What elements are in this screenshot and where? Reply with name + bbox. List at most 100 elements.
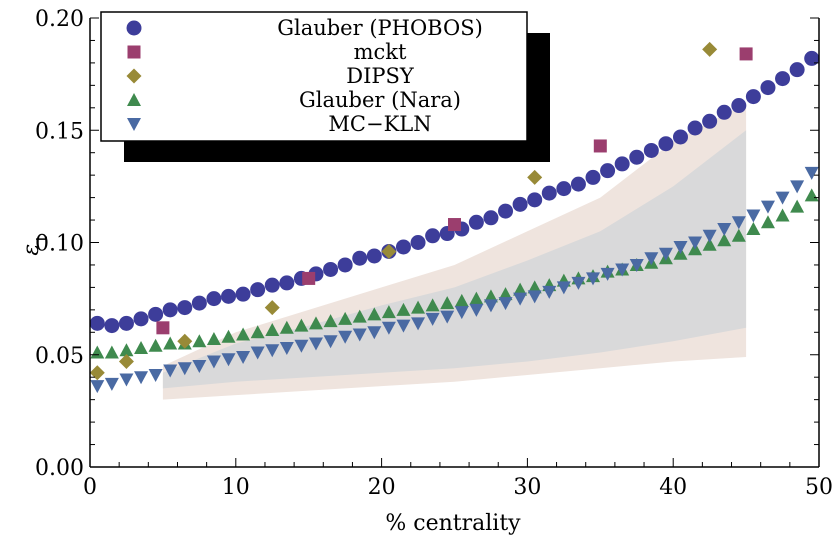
y-tick-label: 0.00 — [35, 456, 84, 481]
data-point — [381, 243, 397, 259]
series-4 — [90, 166, 819, 394]
data-point — [264, 300, 280, 316]
y-tick-label: 0.15 — [35, 119, 84, 144]
data-point — [104, 345, 119, 359]
data-point — [702, 237, 717, 251]
data-point — [236, 350, 251, 364]
data-point — [236, 327, 251, 341]
data-point — [804, 50, 820, 66]
data-point — [760, 200, 775, 214]
data-point — [425, 298, 440, 312]
data-point — [571, 276, 586, 290]
legend-label-4: MC−KLN — [328, 112, 431, 136]
data-point — [89, 365, 105, 381]
data-point — [585, 169, 601, 185]
legend-marker-2 — [126, 68, 142, 84]
data-point — [323, 335, 338, 349]
data-point — [381, 305, 396, 319]
data-point — [672, 129, 688, 145]
legend-marker-4 — [127, 118, 141, 131]
data-point — [702, 113, 718, 129]
data-point — [367, 326, 382, 340]
data-point — [104, 377, 119, 391]
data-point — [279, 320, 294, 334]
data-point — [702, 229, 717, 243]
data-point — [118, 353, 134, 369]
data-point — [134, 341, 149, 355]
data-point — [483, 210, 499, 226]
data-point — [775, 191, 790, 205]
data-point — [739, 47, 753, 61]
y-axis-ticks: 0.00 0.05 0.10 0.15 0.20 — [35, 7, 819, 481]
data-point — [775, 71, 791, 87]
data-point — [658, 247, 673, 261]
x-tick-label: 50 — [805, 475, 833, 500]
data-point — [162, 302, 178, 318]
data-point — [221, 329, 236, 343]
data-point — [513, 292, 528, 306]
data-point — [600, 267, 615, 281]
data-point — [206, 355, 221, 369]
data-point — [615, 263, 630, 277]
x-tick-label: 40 — [659, 475, 687, 500]
data-point — [731, 98, 747, 114]
data-point — [250, 325, 265, 339]
data-point — [119, 343, 134, 357]
uncertainty-bands — [162, 103, 747, 400]
data-point — [302, 271, 316, 285]
data-point — [468, 214, 484, 230]
legend-label-1: mckt — [354, 40, 407, 64]
data-point — [177, 300, 193, 316]
x-tick-label: 0 — [83, 475, 97, 500]
data-point — [163, 336, 178, 350]
data-point — [119, 373, 134, 387]
data-point — [556, 281, 571, 295]
data-point — [323, 261, 339, 277]
data-point — [250, 282, 266, 298]
data-point — [90, 345, 105, 359]
data-point — [688, 236, 703, 250]
data-point — [629, 149, 645, 165]
data-point — [264, 277, 280, 293]
data-point — [235, 286, 251, 302]
data-point — [206, 291, 222, 307]
data-point — [381, 321, 396, 335]
data-point — [148, 338, 163, 352]
data-point — [542, 285, 557, 299]
data-point — [513, 282, 528, 296]
legend-marker-1 — [127, 45, 141, 59]
data-point — [454, 306, 469, 320]
data-point — [440, 310, 455, 324]
data-point — [760, 80, 776, 96]
y-axis-label: ε1 — [19, 234, 51, 255]
data-point — [425, 312, 440, 326]
data-point — [593, 139, 607, 153]
data-point — [192, 334, 207, 348]
data-point — [338, 330, 353, 344]
data-point — [192, 359, 207, 373]
data-point — [323, 314, 338, 328]
y-tick-label: 0.10 — [35, 232, 84, 257]
series-0 — [89, 50, 820, 334]
y-tick-label: 0.20 — [35, 7, 84, 32]
data-point — [498, 203, 514, 219]
data-point — [191, 295, 207, 311]
data-point — [731, 228, 746, 242]
data-point — [469, 303, 484, 317]
data-point — [279, 275, 295, 291]
data-point — [294, 339, 309, 353]
data-point — [206, 332, 221, 346]
legend-label-2: DIPSY — [346, 64, 415, 88]
y-tick-label: 0.05 — [35, 344, 84, 369]
data-point — [614, 156, 630, 172]
data-point — [556, 181, 572, 197]
data-point — [702, 41, 718, 57]
data-point — [395, 239, 411, 255]
data-point — [512, 196, 528, 212]
x-axis-label: % centrality — [385, 511, 521, 536]
data-point — [410, 235, 426, 250]
data-point — [789, 62, 805, 78]
data-point — [104, 318, 120, 334]
data-point — [337, 257, 353, 273]
